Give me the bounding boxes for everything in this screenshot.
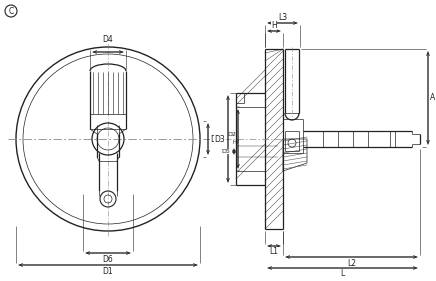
Text: L: L [341,269,344,278]
Text: L1: L1 [269,248,279,257]
Text: C: C [8,6,14,15]
Text: D3: D3 [211,135,221,144]
Text: D5: D5 [221,149,230,154]
Text: L2: L2 [347,259,356,268]
Text: H: H [271,21,277,30]
Text: A: A [430,94,436,103]
Text: H7: H7 [232,140,240,146]
Text: D4: D4 [102,35,113,44]
Text: D3: D3 [215,135,225,144]
Text: D2: D2 [228,133,236,137]
Text: D1: D1 [103,266,113,275]
Text: L3: L3 [278,12,287,22]
Text: D6: D6 [102,255,113,264]
